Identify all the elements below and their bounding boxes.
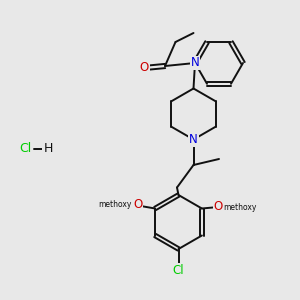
Text: Cl: Cl	[173, 263, 184, 277]
Text: methoxy: methoxy	[98, 200, 132, 209]
Text: N: N	[190, 56, 200, 70]
Text: Cl: Cl	[20, 142, 32, 155]
Text: H: H	[43, 142, 53, 155]
Text: O: O	[133, 198, 142, 211]
Text: N: N	[189, 133, 198, 146]
Text: O: O	[214, 200, 223, 213]
Text: methoxy: methoxy	[224, 202, 257, 211]
Text: O: O	[140, 61, 148, 74]
